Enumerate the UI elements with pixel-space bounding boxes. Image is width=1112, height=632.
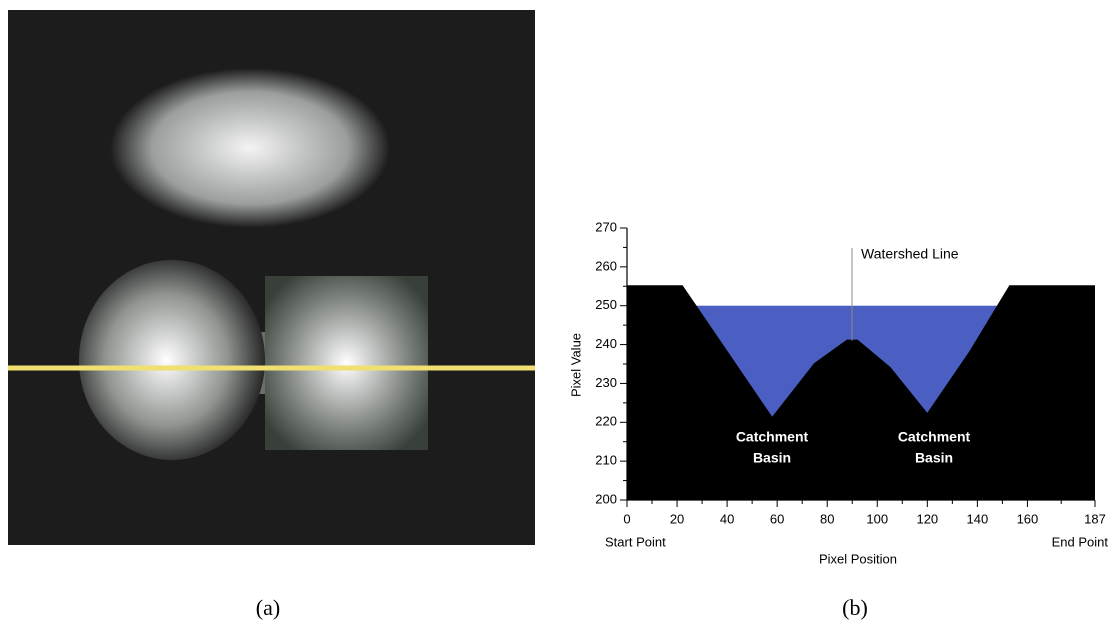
figure: (a) (b) Pixel Value Pixel Position Start…	[0, 0, 1112, 627]
ellipse-blob	[110, 68, 390, 228]
y-tick-label: 270	[595, 219, 617, 234]
y-tick-label: 260	[595, 258, 617, 273]
circle-blob	[79, 260, 265, 460]
x-tick-label: 120	[916, 511, 938, 526]
panel-label: (a)	[256, 595, 280, 620]
x-tick-label: 60	[770, 511, 784, 526]
x-tick-label: 40	[720, 511, 734, 526]
x-tick-label: 20	[670, 511, 684, 526]
annotation: Catchment	[898, 429, 971, 445]
x-tick-label: 80	[820, 511, 834, 526]
y-tick-label: 240	[595, 336, 617, 351]
annotation: Basin	[753, 450, 791, 466]
annotation: Watershed Line	[861, 246, 959, 262]
x-end-label: Start Point	[605, 534, 666, 549]
x-tick-label: 100	[866, 511, 888, 526]
x-tick-label: 187	[1084, 511, 1106, 526]
y-tick-label: 210	[595, 453, 617, 468]
x-tick-label: 160	[1017, 511, 1039, 526]
annotation: Basin	[915, 450, 953, 466]
x-tick-label: 0	[623, 511, 630, 526]
panel-label: (b)	[842, 595, 868, 620]
page: {"figure_labels": ["(a)", "(b)"], "chart…	[0, 0, 1112, 632]
y-axis-label: Pixel Value	[568, 333, 583, 397]
y-tick-label: 250	[595, 297, 617, 312]
x-tick-label: 140	[967, 511, 989, 526]
x-end-label: End Point	[1052, 534, 1109, 549]
y-tick-label: 200	[595, 491, 617, 506]
y-tick-label: 220	[595, 414, 617, 429]
image-panel	[8, 10, 535, 545]
y-tick-label: 230	[595, 375, 617, 390]
annotation: Catchment	[736, 429, 809, 445]
square-blob	[265, 276, 428, 450]
x-axis-label: Pixel Position	[819, 551, 897, 566]
